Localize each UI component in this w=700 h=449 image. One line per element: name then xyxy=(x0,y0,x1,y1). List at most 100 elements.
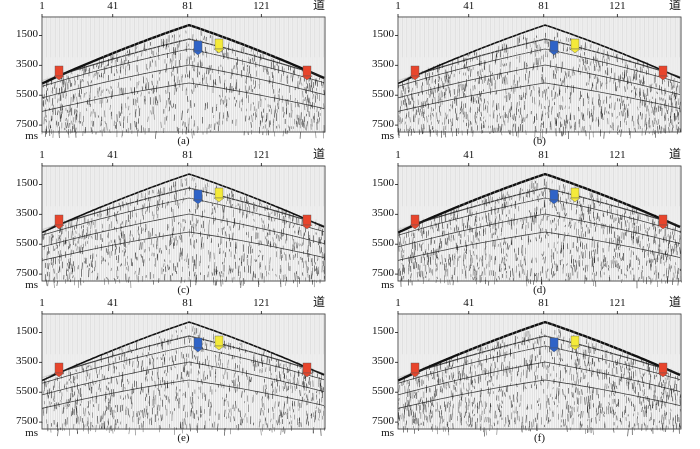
trace-tick-label: 1 xyxy=(39,0,45,12)
time-tick-label: 5500 xyxy=(16,385,38,398)
trace-axis-unit: 道 xyxy=(313,147,326,161)
trace-tick-label: 81 xyxy=(538,149,550,161)
time-tick-label: 1500 xyxy=(16,325,38,338)
time-tick-label: 5500 xyxy=(372,88,394,101)
blue-arrow-icon xyxy=(192,189,204,205)
trace-tick-label: 121 xyxy=(609,297,626,309)
time-tick-label: 3500 xyxy=(16,58,38,71)
seismic-panel-b: 1 41 81 121 道 1500 3500 5500 7500 ms (b) xyxy=(356,0,700,150)
time-axis-unit: ms xyxy=(381,427,394,439)
trace-tick-label: 41 xyxy=(107,0,119,12)
yellow-arrow-icon xyxy=(213,38,225,54)
blue-arrow-icon xyxy=(548,337,560,353)
red-arrow-icon xyxy=(657,362,669,378)
time-tick-label: 5500 xyxy=(16,237,38,250)
trace-tick-label: 81 xyxy=(182,0,194,12)
time-axis-unit: ms xyxy=(381,130,394,142)
seismic-gather-f xyxy=(395,311,682,437)
red-arrow-icon xyxy=(53,214,65,230)
time-tick-label: 1500 xyxy=(372,28,394,41)
red-arrow-icon xyxy=(53,362,65,378)
trace-axis-unit: 道 xyxy=(313,0,326,12)
red-arrow-icon xyxy=(657,214,669,230)
seismic-gather-e xyxy=(39,311,326,437)
yellow-arrow-icon xyxy=(569,335,581,351)
seismic-panel-d: 1 41 81 121 道 1500 3500 5500 7500 ms (d) xyxy=(356,147,700,299)
trace-tick-label: 121 xyxy=(609,0,626,12)
time-tick-label: 3500 xyxy=(372,58,394,71)
red-arrow-icon xyxy=(409,65,421,81)
trace-tick-label: 41 xyxy=(107,297,119,309)
time-axis-unit: ms xyxy=(381,279,394,291)
panel-caption: (a) xyxy=(177,135,190,147)
time-tick-label: 3500 xyxy=(372,207,394,220)
trace-tick-label: 121 xyxy=(253,149,270,161)
trace-tick-label: 1 xyxy=(395,297,401,309)
time-tick-label: 1500 xyxy=(16,177,38,190)
time-tick-label: 7500 xyxy=(372,415,394,428)
time-tick-label: 7500 xyxy=(16,267,38,280)
time-tick-label: 1500 xyxy=(372,325,394,338)
trace-tick-label: 41 xyxy=(463,297,475,309)
trace-tick-label: 121 xyxy=(253,297,270,309)
trace-tick-label: 1 xyxy=(39,149,45,161)
blue-arrow-icon xyxy=(548,40,560,56)
trace-tick-label: 1 xyxy=(395,149,401,161)
trace-tick-label: 41 xyxy=(463,149,475,161)
yellow-arrow-icon xyxy=(569,187,581,203)
red-arrow-icon xyxy=(409,362,421,378)
seismic-panel-e: 1 41 81 121 道 1500 3500 5500 7500 ms (e) xyxy=(0,296,350,447)
trace-tick-label: 41 xyxy=(107,149,119,161)
time-tick-label: 1500 xyxy=(16,28,38,41)
time-tick-label: 3500 xyxy=(16,207,38,220)
time-tick-label: 7500 xyxy=(16,415,38,428)
trace-tick-label: 41 xyxy=(463,0,475,12)
time-tick-label: 3500 xyxy=(372,355,394,368)
trace-tick-label: 1 xyxy=(395,0,401,12)
time-tick-label: 1500 xyxy=(372,177,394,190)
time-axis-unit: ms xyxy=(25,279,38,291)
blue-arrow-icon xyxy=(548,189,560,205)
trace-tick-label: 121 xyxy=(609,149,626,161)
time-tick-label: 7500 xyxy=(372,267,394,280)
red-arrow-icon xyxy=(301,65,313,81)
yellow-arrow-icon xyxy=(213,187,225,203)
trace-axis-unit: 道 xyxy=(669,295,682,309)
red-arrow-icon xyxy=(301,214,313,230)
trace-axis-unit: 道 xyxy=(669,147,682,161)
red-arrow-icon xyxy=(657,65,669,81)
red-arrow-icon xyxy=(409,214,421,230)
red-arrow-icon xyxy=(301,362,313,378)
trace-tick-label: 1 xyxy=(39,297,45,309)
time-tick-label: 5500 xyxy=(372,385,394,398)
panel-caption: (c) xyxy=(177,284,190,296)
time-tick-label: 7500 xyxy=(372,118,394,131)
panel-caption: (d) xyxy=(533,284,546,296)
trace-tick-label: 81 xyxy=(182,297,194,309)
panel-caption: (e) xyxy=(177,432,190,444)
seismic-panel-f: 1 41 81 121 道 1500 3500 5500 7500 ms (f) xyxy=(356,295,700,447)
red-arrow-icon xyxy=(53,65,65,81)
seismic-gather-d xyxy=(395,163,682,289)
time-axis-unit: ms xyxy=(25,130,38,142)
time-tick-label: 7500 xyxy=(16,118,38,131)
time-tick-label: 3500 xyxy=(16,355,38,368)
seismic-gather-a xyxy=(39,14,326,139)
time-axis-unit: ms xyxy=(25,427,38,439)
blue-arrow-icon xyxy=(192,40,204,56)
seismic-gather-c xyxy=(39,163,326,289)
yellow-arrow-icon xyxy=(569,38,581,54)
trace-tick-label: 121 xyxy=(253,0,270,12)
panel-caption: (b) xyxy=(533,135,546,147)
trace-tick-label: 81 xyxy=(182,149,194,161)
trace-axis-unit: 道 xyxy=(669,0,682,12)
seismic-panel-a: 1 41 81 121 道 1500 3500 5500 7500 ms (a) xyxy=(0,0,350,150)
time-tick-label: 5500 xyxy=(372,237,394,250)
trace-tick-label: 81 xyxy=(538,297,550,309)
panel-caption: (f) xyxy=(534,432,545,444)
trace-tick-label: 81 xyxy=(538,0,550,12)
seismic-gather-b xyxy=(395,14,682,140)
seismic-panel-c: 1 41 81 121 道 1500 3500 5500 7500 ms (c) xyxy=(0,147,350,299)
blue-arrow-icon xyxy=(192,337,204,353)
yellow-arrow-icon xyxy=(213,335,225,351)
